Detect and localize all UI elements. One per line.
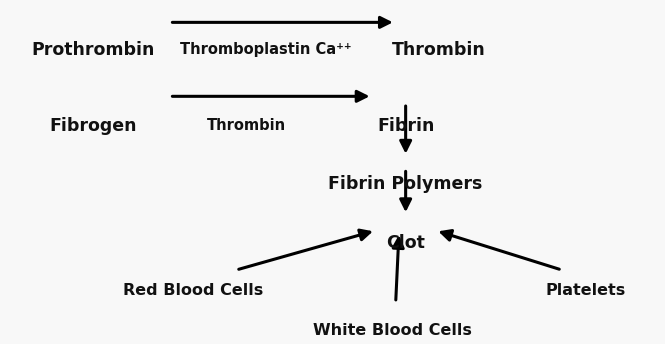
Text: Platelets: Platelets (545, 283, 625, 298)
Text: Thrombin: Thrombin (392, 41, 485, 59)
Text: Fibrin Polymers: Fibrin Polymers (329, 175, 483, 193)
Text: Thromboplastin Ca⁺⁺: Thromboplastin Ca⁺⁺ (180, 42, 352, 57)
Text: Prothrombin: Prothrombin (31, 41, 155, 59)
Text: Red Blood Cells: Red Blood Cells (123, 283, 263, 298)
Text: White Blood Cells: White Blood Cells (313, 323, 471, 338)
Text: Clot: Clot (386, 234, 425, 251)
Text: Fibrogen: Fibrogen (49, 117, 137, 135)
Text: Thrombin: Thrombin (207, 118, 285, 133)
Text: Fibrin: Fibrin (377, 117, 434, 135)
